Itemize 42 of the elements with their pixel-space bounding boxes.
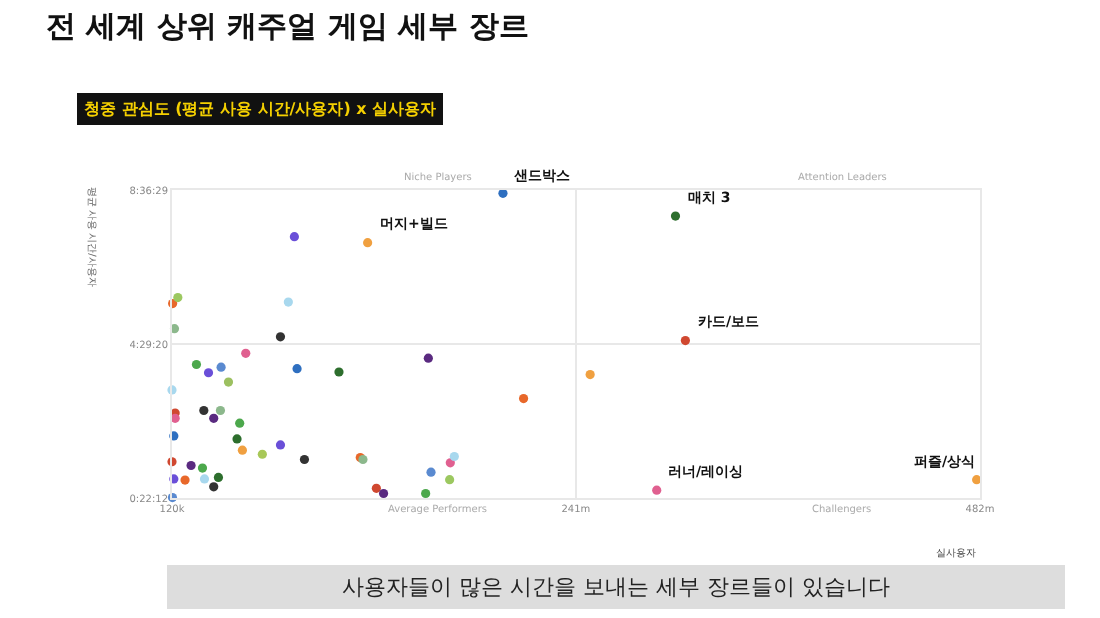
chart-title: 전 세계 상위 캐주얼 게임 세부 장르 [46, 8, 529, 44]
point [299, 454, 310, 465]
point [449, 451, 459, 462]
point [186, 460, 196, 471]
point [289, 232, 299, 242]
point [283, 297, 293, 307]
point [241, 348, 251, 358]
point [371, 483, 381, 493]
point [363, 238, 373, 248]
point [173, 293, 183, 303]
point [652, 485, 662, 495]
point [197, 463, 208, 473]
point [203, 368, 214, 378]
point [199, 474, 210, 484]
point [215, 405, 226, 416]
point [180, 475, 190, 485]
point [191, 359, 202, 370]
point [275, 440, 286, 450]
point [670, 211, 681, 221]
point [423, 353, 433, 363]
point [223, 377, 234, 387]
point [232, 434, 242, 444]
chart-subtitle: 청중 관심도 (평균 사용 시간/사용자) x 실사용자 [84, 100, 437, 118]
point [426, 467, 436, 477]
point [378, 488, 389, 499]
point [213, 472, 224, 483]
point [257, 449, 267, 459]
point [209, 413, 219, 423]
point [292, 364, 302, 374]
text: 사용자들이 많은 시간을 보내는 세부 장르들이 있습니다 [342, 574, 890, 600]
point [334, 367, 344, 377]
point [216, 362, 226, 372]
point [199, 405, 209, 416]
point [680, 336, 690, 346]
point [421, 488, 431, 499]
point [209, 482, 219, 492]
point [445, 475, 455, 485]
point [237, 445, 247, 455]
point [585, 370, 595, 380]
point [275, 332, 286, 342]
point [518, 393, 529, 404]
point [235, 418, 245, 428]
